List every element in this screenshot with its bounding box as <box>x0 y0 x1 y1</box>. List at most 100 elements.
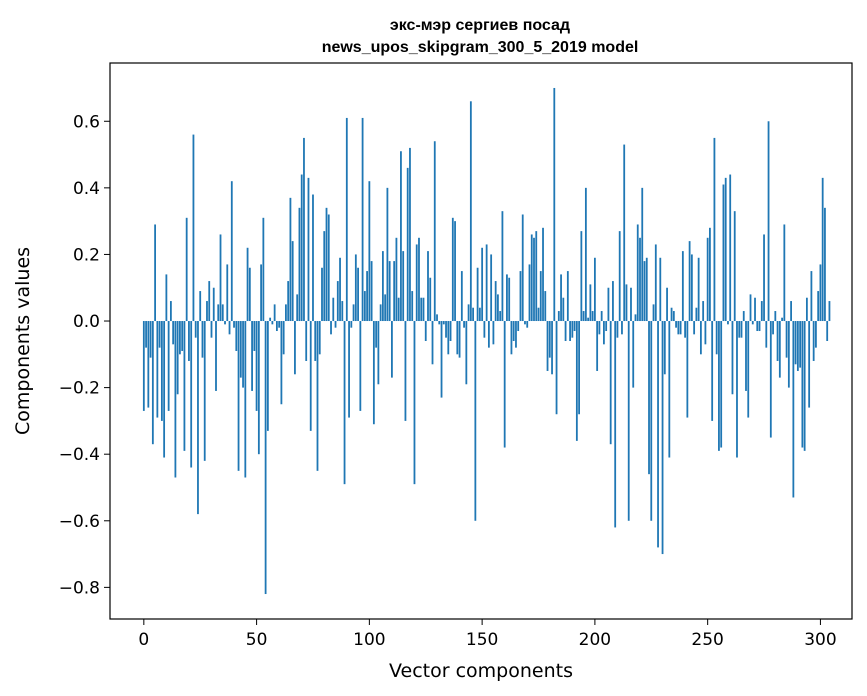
bar <box>379 304 382 322</box>
bar <box>208 281 211 322</box>
bar <box>255 321 258 411</box>
bar <box>740 321 743 338</box>
bar <box>224 321 226 325</box>
bar <box>704 321 707 345</box>
bar <box>230 181 233 322</box>
bar <box>377 321 380 385</box>
bar <box>643 261 646 322</box>
bar <box>733 211 736 322</box>
bar <box>332 297 335 322</box>
bar <box>246 247 249 322</box>
bar <box>490 254 493 322</box>
bar <box>418 237 420 322</box>
bar <box>808 321 811 408</box>
bar <box>796 321 799 371</box>
bar <box>508 277 511 322</box>
bar <box>530 234 533 322</box>
bar <box>582 311 585 322</box>
bar <box>792 321 795 498</box>
bar <box>584 187 587 322</box>
bar <box>537 307 540 322</box>
bar <box>772 321 774 335</box>
bar <box>370 261 373 322</box>
bar <box>587 317 590 322</box>
bar <box>815 321 817 348</box>
bar <box>192 134 195 322</box>
bar <box>291 241 294 322</box>
bar <box>266 321 269 431</box>
bar <box>149 321 152 358</box>
bar <box>485 244 488 322</box>
bar <box>690 254 693 322</box>
bar <box>420 297 423 322</box>
bar <box>303 137 305 322</box>
bar <box>458 321 461 358</box>
y-tick-label: −0.6 <box>59 512 100 532</box>
bar <box>325 207 328 322</box>
bar <box>521 214 524 322</box>
bar <box>481 247 484 322</box>
bar <box>679 321 682 335</box>
bar <box>542 227 544 322</box>
bar <box>427 251 429 322</box>
bar <box>217 304 220 322</box>
x-tick-label: 150 <box>466 630 498 650</box>
bar <box>257 321 260 455</box>
bar <box>167 321 170 411</box>
bar <box>747 321 750 418</box>
bar <box>828 301 831 322</box>
bar <box>242 321 244 388</box>
bar <box>359 321 362 411</box>
bar <box>718 321 720 451</box>
bar <box>174 321 177 478</box>
bar <box>738 321 741 338</box>
bar <box>778 321 781 378</box>
bar <box>519 271 522 322</box>
bar <box>756 321 759 332</box>
x-tick-label: 0 <box>138 630 149 650</box>
bar <box>706 237 709 322</box>
bar <box>366 271 368 322</box>
bar <box>503 321 506 448</box>
bar <box>526 321 529 328</box>
bar <box>528 264 531 322</box>
bar <box>668 321 671 458</box>
bar <box>760 301 763 322</box>
bar <box>677 321 680 335</box>
bar <box>724 177 727 322</box>
bar <box>765 321 768 348</box>
bar <box>729 174 732 322</box>
bar <box>763 234 765 322</box>
bar <box>361 117 364 322</box>
bar <box>273 304 276 322</box>
bar <box>654 244 657 322</box>
bar <box>805 297 808 322</box>
bar <box>343 321 346 485</box>
bar <box>442 321 445 325</box>
bar <box>754 297 756 322</box>
bar <box>731 321 734 395</box>
bar <box>296 294 299 322</box>
bar <box>226 264 229 322</box>
bar <box>699 321 702 355</box>
bar <box>314 321 317 361</box>
bar <box>348 321 350 418</box>
bar <box>575 321 578 441</box>
bar <box>251 321 253 391</box>
bar <box>688 241 691 322</box>
bar <box>334 321 337 328</box>
bar <box>627 321 630 521</box>
bar <box>571 321 574 338</box>
bar <box>497 294 499 322</box>
bar <box>188 321 190 361</box>
bar <box>409 147 411 322</box>
bar <box>384 294 387 322</box>
bar <box>233 321 235 328</box>
bar <box>774 311 777 322</box>
bar <box>235 321 238 351</box>
bar <box>826 321 829 341</box>
bar <box>280 321 283 405</box>
bar <box>206 301 208 322</box>
bar <box>533 237 535 322</box>
